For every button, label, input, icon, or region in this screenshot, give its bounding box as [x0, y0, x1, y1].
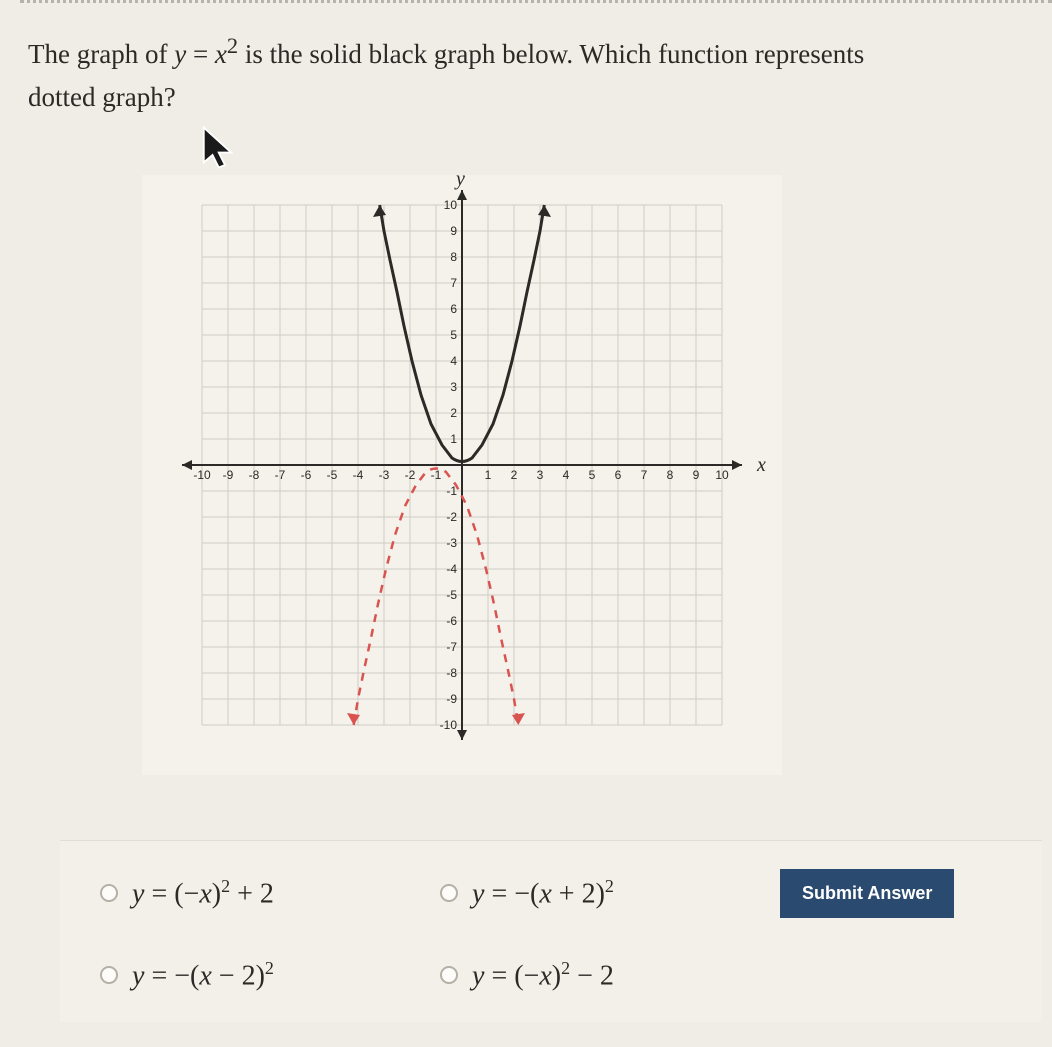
svg-text:-8: -8	[249, 468, 260, 482]
svg-text:6: 6	[615, 468, 622, 482]
svg-text:-8: -8	[446, 666, 457, 680]
radio-icon[interactable]	[100, 884, 118, 902]
svg-text:2: 2	[450, 406, 457, 420]
svg-text:6: 6	[450, 302, 457, 316]
svg-text:4: 4	[563, 468, 570, 482]
question-line2: dotted graph?	[28, 82, 176, 112]
y-axis-label: y	[454, 175, 465, 190]
answer-panel: y = (−x)2 + 2 y = −(x + 2)2 Submit Answe…	[60, 840, 1042, 1022]
option-c-formula: y = −(x − 2)2	[132, 958, 274, 992]
option-a-formula: y = (−x)2 + 2	[132, 876, 274, 910]
option-b[interactable]: y = −(x + 2)2	[440, 876, 760, 910]
svg-text:-5: -5	[446, 588, 457, 602]
svg-text:2: 2	[511, 468, 518, 482]
svg-text:8: 8	[667, 468, 674, 482]
svg-text:-3: -3	[379, 468, 390, 482]
svg-text:-7: -7	[446, 640, 457, 654]
svg-text:9: 9	[693, 468, 700, 482]
svg-text:5: 5	[589, 468, 596, 482]
svg-text:1: 1	[485, 468, 492, 482]
svg-text:-4: -4	[353, 468, 364, 482]
svg-text:7: 7	[450, 276, 457, 290]
divider	[20, 0, 1052, 3]
svg-text:7: 7	[641, 468, 648, 482]
coordinate-graph: -10 -9 -8 -7 -6 -5 -4 -3 -2 -1 1 2 3 4 5…	[142, 175, 782, 775]
radio-icon[interactable]	[440, 966, 458, 984]
svg-text:-2: -2	[446, 510, 457, 524]
option-a[interactable]: y = (−x)2 + 2	[100, 876, 420, 910]
question-suffix: is the solid black graph below. Which fu…	[238, 39, 864, 69]
svg-text:-3: -3	[446, 536, 457, 550]
svg-text:9: 9	[450, 224, 457, 238]
svg-text:3: 3	[450, 380, 457, 394]
svg-text:-9: -9	[446, 692, 457, 706]
svg-text:8: 8	[450, 250, 457, 264]
svg-text:-5: -5	[327, 468, 338, 482]
svg-text:-10: -10	[440, 718, 458, 732]
svg-text:5: 5	[450, 328, 457, 342]
svg-text:-2: -2	[405, 468, 416, 482]
svg-text:10: 10	[715, 468, 729, 482]
svg-text:-9: -9	[223, 468, 234, 482]
x-axis-label: x	[756, 454, 766, 476]
svg-text:-6: -6	[446, 614, 457, 628]
question-text: The graph of y = x2 is the solid black g…	[28, 28, 1047, 119]
cursor-icon	[200, 125, 240, 175]
svg-text:3: 3	[537, 468, 544, 482]
submit-button[interactable]: Submit Answer	[780, 869, 954, 918]
svg-text:-6: -6	[301, 468, 312, 482]
radio-icon[interactable]	[100, 966, 118, 984]
svg-text:4: 4	[450, 354, 457, 368]
question-prefix: The graph of	[28, 39, 174, 69]
radio-icon[interactable]	[440, 884, 458, 902]
svg-text:-7: -7	[275, 468, 286, 482]
option-d-formula: y = (−x)2 − 2	[472, 958, 614, 992]
svg-text:1: 1	[450, 432, 457, 446]
option-d[interactable]: y = (−x)2 − 2	[440, 958, 760, 992]
svg-text:-10: -10	[193, 468, 211, 482]
option-b-formula: y = −(x + 2)2	[472, 876, 614, 910]
option-c[interactable]: y = −(x − 2)2	[100, 958, 420, 992]
svg-text:-4: -4	[446, 562, 457, 576]
svg-text:10: 10	[444, 198, 458, 212]
